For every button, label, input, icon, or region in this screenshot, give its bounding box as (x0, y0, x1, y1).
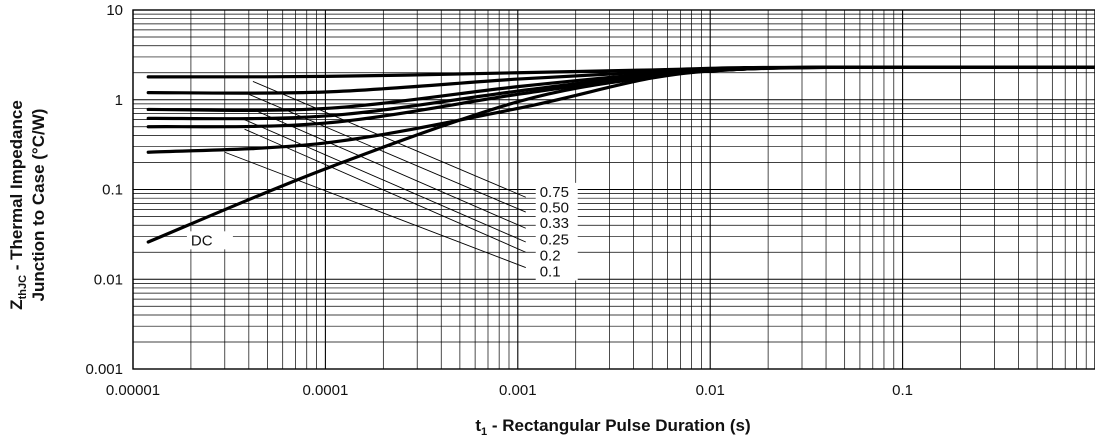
y-tick-label: 0.001 (85, 361, 123, 378)
duty-label-0-33: 0.33 (540, 215, 569, 232)
series-group (146, 65, 1095, 244)
duty-label-0-50: 0.50 (540, 199, 569, 216)
duty-label-0-25-bg (535, 230, 578, 249)
duty-guide-0-25 (244, 119, 526, 243)
duty-label-0-2: 0.2 (540, 248, 561, 265)
duty-label-0-33-bg (535, 214, 578, 233)
x-tick-labels: 0.00001 0.0001 0.001 0.01 0.1 (106, 382, 913, 399)
x-tick-label: 0.0001 (302, 382, 348, 399)
duty-guide-0-33 (252, 109, 526, 229)
y-tick-label: 1 (115, 92, 123, 109)
x-tick-label: 0.001 (499, 382, 537, 399)
duty-guide-0-2 (244, 128, 526, 253)
y-tick-label: 0.1 (102, 182, 123, 199)
duty-label-0-1: 0.1 (540, 264, 561, 281)
duty-label-0-50-bg (535, 198, 578, 217)
x-tick-label: 0.1 (892, 382, 913, 399)
annotation-labels: 0.750.500.330.250.20.1 DC (186, 182, 578, 281)
dc-label: DC (191, 232, 213, 249)
duty-guide-0-50 (248, 93, 526, 213)
y-tick-label: 0.01 (94, 271, 123, 288)
y-tick-labels: 0.001 0.01 0.1 1 10 (85, 2, 123, 378)
duty-guide-0-1 (224, 151, 526, 268)
y-axis-title-line-1: ZthJC - Thermal Impedance (7, 100, 29, 310)
y-axis-title-line-2: Junction to Case (°C/W) (29, 109, 48, 302)
duty-label-0-75: 0.75 (540, 184, 569, 201)
y-tick-label: 10 (106, 2, 123, 19)
grid (132, 10, 1095, 370)
duty-label-0-1-bg (535, 262, 578, 281)
plot-frame (132, 9, 1095, 370)
duty-label-0-75-bg (535, 182, 578, 201)
x-tick-label: 0.00001 (106, 382, 160, 399)
x-axis-title: t1 - Rectangular Pulse Duration (s) (475, 416, 750, 438)
dc-label-bg (186, 231, 233, 250)
duty-guide-0-75 (252, 81, 526, 198)
duty-label-0-2-bg (535, 246, 578, 265)
duty-guides-group (224, 81, 526, 268)
duty-label-0-25: 0.25 (540, 232, 569, 249)
series-line-0-75 (146, 65, 1095, 79)
x-tick-label: 0.01 (696, 382, 725, 399)
